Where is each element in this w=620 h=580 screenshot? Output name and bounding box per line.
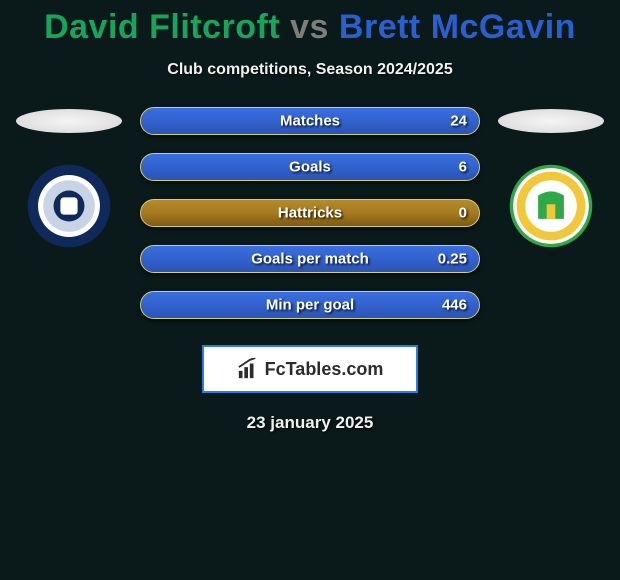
player1-avatar — [16, 109, 122, 133]
page-title: David Flitcroft vs Brett McGavin — [0, 8, 620, 47]
chart-icon — [237, 358, 259, 380]
stat-value-right: 6 — [459, 159, 467, 176]
subtitle: Club competitions, Season 2024/2025 — [0, 61, 620, 79]
player2-club-crest — [508, 163, 594, 249]
right-column — [498, 107, 604, 249]
stat-row: Goals 6 — [140, 153, 480, 181]
stat-row: Min per goal 446 — [140, 291, 480, 319]
vs-text: vs — [290, 8, 329, 46]
stat-row: Goals per match 0.25 — [140, 245, 480, 273]
left-column — [16, 107, 122, 249]
stats-bars: Matches 24 Goals 6 Hattricks 0 Goals per match… — [140, 107, 480, 319]
stat-label: Min per goal — [266, 297, 354, 314]
player2-avatar — [498, 109, 604, 133]
player1-club-crest — [26, 163, 112, 249]
stat-label: Goals per match — [251, 251, 369, 268]
brand-box: FcTables.com — [202, 345, 418, 393]
brand-text: FcTables.com — [265, 359, 384, 380]
stat-value-right: 0.25 — [438, 251, 467, 268]
player1-name: David Flitcroft — [44, 8, 280, 46]
stat-row: Hattricks 0 — [140, 199, 480, 227]
player2-name: Brett McGavin — [339, 8, 576, 46]
stat-value-right: 446 — [442, 297, 467, 314]
stat-value-right: 24 — [450, 113, 467, 130]
stat-label: Goals — [289, 159, 331, 176]
stat-label: Hattricks — [278, 205, 342, 222]
stat-row: Matches 24 — [140, 107, 480, 135]
stat-value-right: 0 — [459, 205, 467, 222]
content-row: Matches 24 Goals 6 Hattricks 0 Goals per match… — [0, 107, 620, 319]
stat-label: Matches — [280, 113, 340, 130]
date-line: 23 january 2025 — [0, 413, 620, 433]
comparison-card: David Flitcroft vs Brett McGavin Club co… — [0, 0, 620, 433]
